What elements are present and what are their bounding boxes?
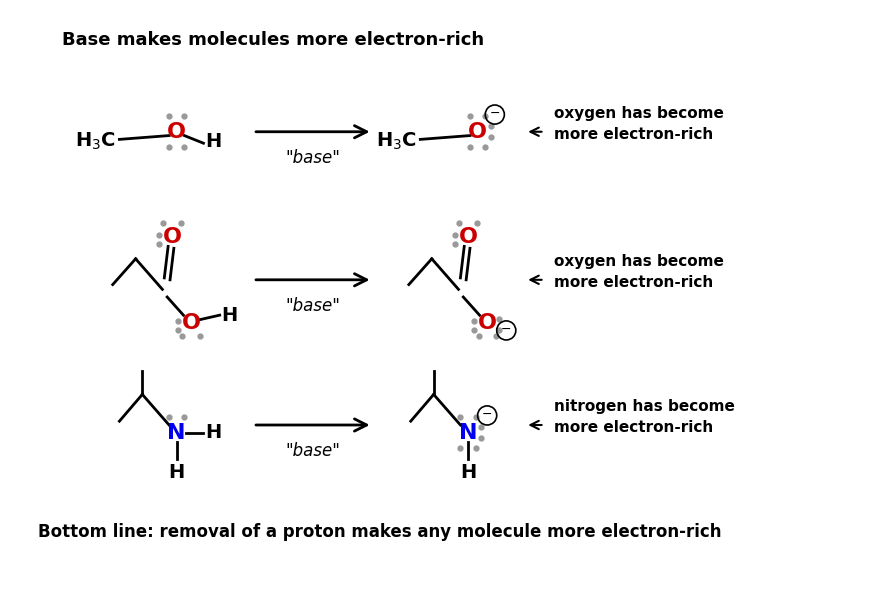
Text: N: N xyxy=(459,423,477,443)
Text: −: − xyxy=(501,323,511,336)
Text: Base makes molecules more electron-rich: Base makes molecules more electron-rich xyxy=(62,31,484,49)
Text: −: − xyxy=(482,408,492,421)
Text: O: O xyxy=(478,313,496,333)
Text: "base": "base" xyxy=(286,442,340,460)
Text: H: H xyxy=(169,463,184,482)
Text: O: O xyxy=(167,122,186,142)
Text: Bottom line: removal of a proton makes any molecule more electron-rich: Bottom line: removal of a proton makes a… xyxy=(38,523,722,541)
Text: O: O xyxy=(163,227,182,247)
Text: H: H xyxy=(221,306,238,325)
Text: oxygen has become
more electron-rich: oxygen has become more electron-rich xyxy=(554,106,724,142)
Text: H: H xyxy=(460,463,476,482)
Text: O: O xyxy=(468,122,487,142)
Text: O: O xyxy=(182,313,200,333)
Text: "base": "base" xyxy=(286,297,340,315)
Text: H: H xyxy=(205,132,221,151)
Text: oxygen has become
more electron-rich: oxygen has become more electron-rich xyxy=(554,254,724,290)
Text: H: H xyxy=(205,423,221,442)
Text: H$_3$C: H$_3$C xyxy=(75,131,116,152)
Text: H$_3$C: H$_3$C xyxy=(376,131,417,152)
Text: nitrogen has become
more electron-rich: nitrogen has become more electron-rich xyxy=(554,399,735,435)
Text: "base": "base" xyxy=(286,149,340,167)
Text: N: N xyxy=(168,423,186,443)
Text: −: − xyxy=(489,107,500,120)
Text: O: O xyxy=(459,227,477,247)
